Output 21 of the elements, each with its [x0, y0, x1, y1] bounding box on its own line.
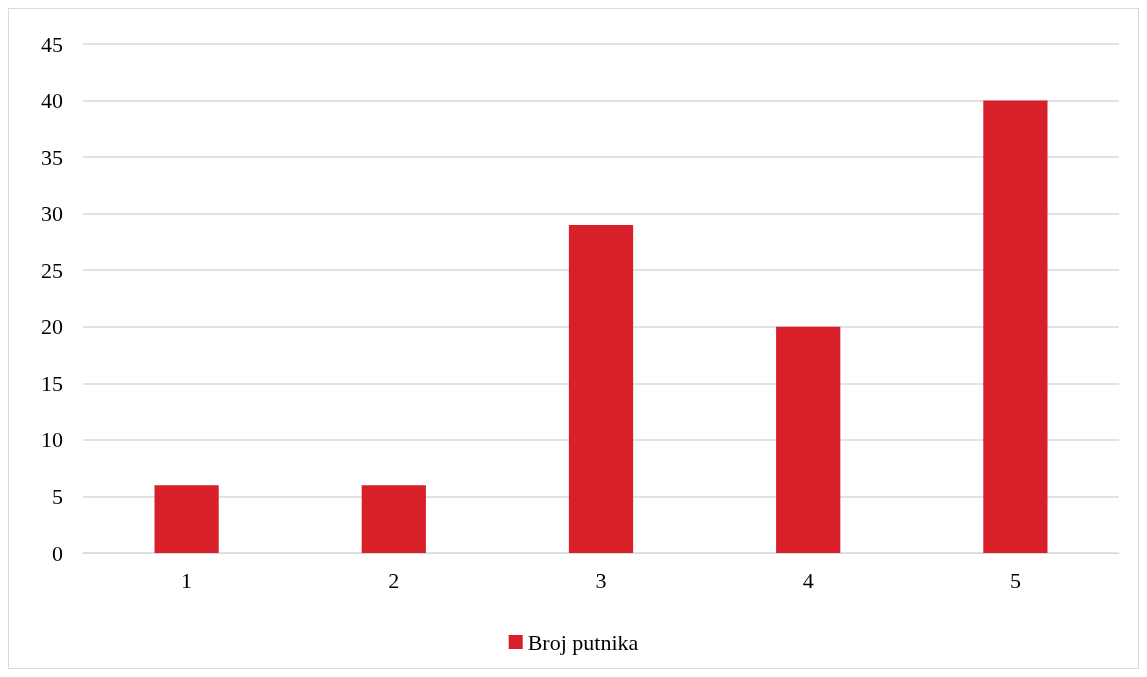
- bar: [154, 485, 219, 553]
- y-tick-label: 20: [41, 314, 63, 340]
- x-tick-label: 4: [802, 567, 814, 593]
- x-tick-label: 1: [181, 567, 193, 593]
- x-tick-label: 5: [1009, 567, 1021, 593]
- y-tick-label: 35: [41, 144, 63, 170]
- x-tick-label: 3: [595, 567, 607, 593]
- legend-label: Broj putnika: [527, 629, 639, 655]
- bar: [776, 326, 841, 553]
- y-tick-label: 15: [41, 370, 63, 396]
- x-tick-label: 2: [388, 567, 400, 593]
- bar: [568, 224, 634, 553]
- bar: [983, 100, 1048, 553]
- y-tick-label: 45: [41, 31, 63, 57]
- y-tick-label: 25: [41, 257, 63, 283]
- y-tick-label: 40: [41, 88, 63, 114]
- y-tick-label: 30: [41, 201, 63, 227]
- y-tick-label: 10: [41, 427, 63, 453]
- y-tick-label: 5: [52, 483, 63, 509]
- y-tick-label: 0: [52, 540, 63, 566]
- bar: [361, 485, 426, 553]
